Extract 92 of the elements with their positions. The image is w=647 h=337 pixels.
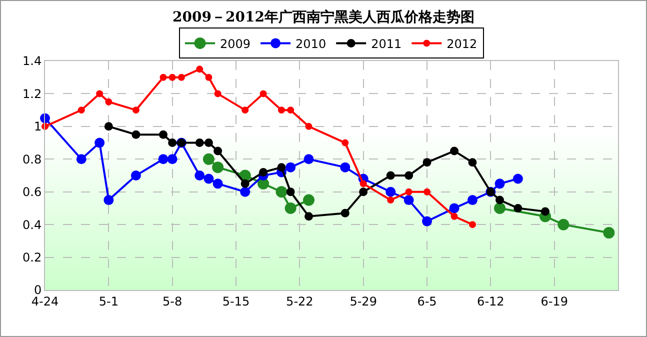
legend-label: 2010 xyxy=(296,36,326,51)
point xyxy=(603,227,615,238)
point xyxy=(195,138,204,148)
point xyxy=(304,154,314,164)
point xyxy=(240,179,250,188)
point xyxy=(496,196,504,204)
y-tick-label: 1.4 xyxy=(22,54,42,68)
point xyxy=(178,74,185,81)
point xyxy=(94,138,105,148)
point xyxy=(387,196,394,204)
point xyxy=(540,207,550,216)
legend-label: 2009 xyxy=(220,36,251,51)
point xyxy=(450,212,458,220)
point xyxy=(342,139,349,146)
point xyxy=(76,154,86,164)
point xyxy=(360,180,367,188)
x-tick-label: 6-19 xyxy=(540,294,568,308)
point xyxy=(405,188,412,196)
point xyxy=(130,170,141,180)
y-tick-label: 1.2 xyxy=(22,86,42,101)
point xyxy=(404,171,414,180)
point xyxy=(168,74,176,81)
point xyxy=(78,106,85,114)
point xyxy=(194,170,205,180)
point xyxy=(167,154,178,164)
point xyxy=(449,203,460,214)
point xyxy=(212,162,224,174)
point xyxy=(259,168,268,176)
point xyxy=(196,66,204,73)
y-tick-label: 0.4 xyxy=(22,218,42,232)
x-tick-label: 5-8 xyxy=(162,294,182,308)
x-tick-label: 5-15 xyxy=(222,294,250,308)
point xyxy=(468,158,477,167)
point xyxy=(96,90,104,98)
point xyxy=(276,186,288,198)
legend-label: 2011 xyxy=(371,36,402,51)
point xyxy=(450,146,459,156)
legend-label: 2012 xyxy=(446,36,478,51)
point xyxy=(204,138,213,148)
point xyxy=(422,158,432,167)
point xyxy=(514,204,522,212)
point xyxy=(212,178,223,189)
point xyxy=(558,218,570,230)
point xyxy=(132,130,140,139)
point xyxy=(340,208,350,218)
point xyxy=(158,154,168,164)
point xyxy=(105,98,112,106)
y-tick-label: 1 xyxy=(34,120,42,134)
point xyxy=(204,174,214,184)
x-tick-label: 5-29 xyxy=(350,294,377,308)
point xyxy=(104,195,114,206)
point xyxy=(494,202,506,214)
point xyxy=(404,195,414,206)
x-tick-label: 5-1 xyxy=(98,294,118,308)
point xyxy=(284,202,296,214)
x-tick-label: 5-22 xyxy=(286,294,314,308)
point xyxy=(386,171,395,180)
point xyxy=(287,106,294,114)
point xyxy=(386,186,396,197)
point xyxy=(260,90,267,98)
point xyxy=(303,194,315,206)
point xyxy=(304,212,314,221)
point xyxy=(214,90,222,98)
point xyxy=(467,195,478,206)
chart-title: 2009－2012年广西南宁黑美人西瓜价格走势图 xyxy=(172,8,474,26)
y-tick-label: 0.2 xyxy=(22,250,42,264)
point xyxy=(278,106,285,114)
x-tick-label: 6-12 xyxy=(477,294,504,308)
point xyxy=(359,188,368,196)
point xyxy=(512,174,523,184)
point xyxy=(205,74,212,81)
point xyxy=(242,106,249,114)
y-tick-label: 0.6 xyxy=(22,185,42,200)
point xyxy=(424,188,430,196)
point xyxy=(422,216,432,226)
point xyxy=(104,122,113,131)
point xyxy=(240,186,250,197)
y-tick-label: 0.8 xyxy=(22,152,42,166)
point xyxy=(160,74,167,81)
point xyxy=(277,163,286,172)
point xyxy=(468,221,476,228)
point xyxy=(340,162,350,172)
point xyxy=(202,153,214,165)
point xyxy=(494,178,505,189)
point xyxy=(214,146,222,156)
point xyxy=(286,162,296,172)
point xyxy=(132,106,140,114)
x-tick-label: 6-5 xyxy=(417,294,437,308)
point xyxy=(286,188,295,196)
point xyxy=(305,122,312,130)
point xyxy=(158,130,168,139)
point xyxy=(168,138,177,148)
